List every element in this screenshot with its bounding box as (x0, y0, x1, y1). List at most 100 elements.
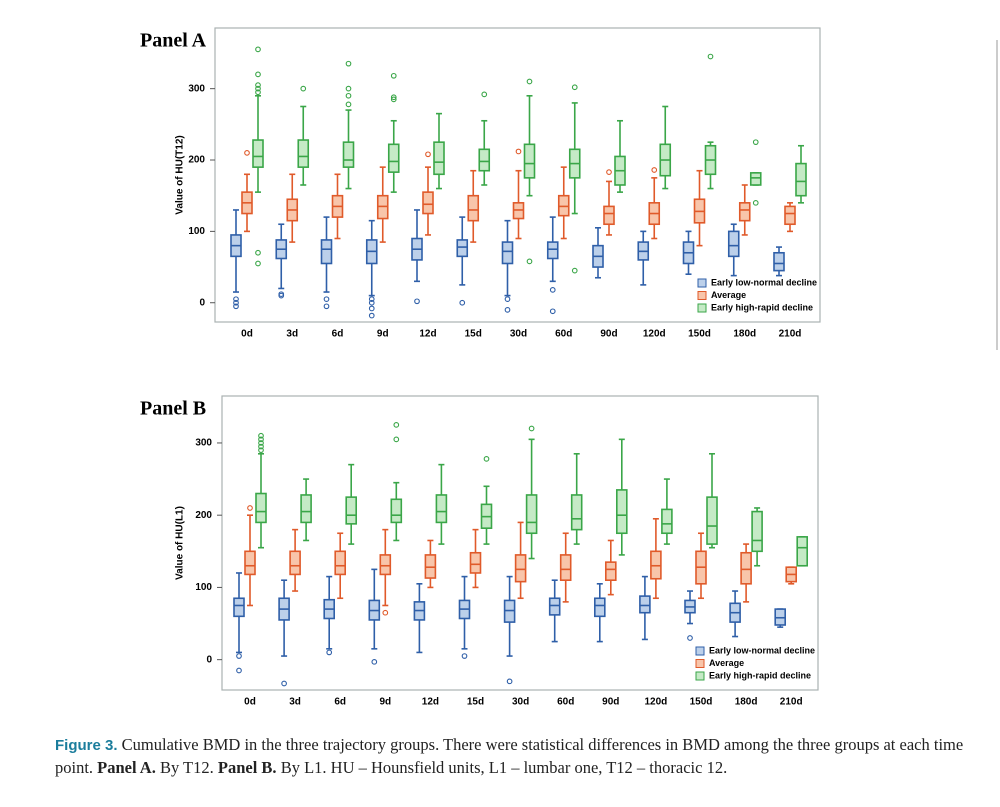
box-group (661, 478, 673, 545)
box-group (650, 518, 662, 600)
box-group (334, 532, 347, 600)
x-tick-label: 6d (334, 697, 346, 708)
outlier (687, 635, 693, 641)
box (456, 239, 469, 258)
box-group (784, 202, 796, 233)
outlier (247, 505, 253, 511)
box-group (331, 173, 344, 240)
box-group (548, 579, 561, 643)
x-tick-label: 90d (600, 329, 617, 340)
box-group (233, 572, 245, 674)
x-tick-label: 30d (510, 329, 527, 340)
box-group (297, 85, 310, 186)
box-group (785, 566, 798, 585)
box-group (648, 167, 661, 240)
box-group (422, 151, 434, 236)
outlier (255, 249, 261, 256)
box-group (368, 568, 381, 665)
outlier (258, 432, 264, 439)
box (751, 510, 763, 553)
outlier (258, 436, 264, 443)
box-group (659, 105, 672, 190)
box-group (411, 209, 423, 305)
box-group (740, 543, 752, 603)
x-tick-label: 120d (645, 697, 668, 708)
outlier (258, 440, 264, 446)
outlier (345, 92, 352, 99)
y-axis-label: Value of HU(T12) (175, 135, 186, 214)
box (478, 148, 491, 172)
box-group (252, 46, 264, 267)
outlier (483, 455, 490, 462)
box (300, 494, 312, 524)
box-group (241, 150, 253, 233)
outlier (382, 609, 389, 616)
box (252, 139, 264, 168)
outlier (281, 680, 287, 687)
outlier (461, 653, 468, 659)
x-tick-label: 3d (289, 697, 301, 708)
box (379, 554, 392, 576)
outlier (752, 199, 759, 206)
outlier (258, 443, 264, 450)
box-group (684, 590, 696, 641)
box-group (525, 425, 538, 560)
box-group (523, 78, 536, 265)
outlier (368, 305, 375, 312)
outlier (368, 299, 375, 306)
outlier (506, 678, 513, 685)
outlier (258, 447, 264, 454)
outlier (390, 72, 397, 79)
box-group (278, 579, 290, 687)
box-group (512, 148, 525, 240)
box (334, 550, 347, 576)
box (297, 139, 310, 168)
box (559, 554, 572, 582)
box (387, 143, 400, 173)
outlier (504, 296, 511, 303)
box (784, 205, 796, 226)
outlier (368, 312, 375, 319)
box-group (559, 532, 572, 603)
outlier (368, 296, 375, 303)
box (523, 143, 536, 179)
box-group (379, 528, 392, 616)
box-group (469, 528, 482, 589)
box (233, 597, 245, 618)
box (570, 494, 583, 531)
box (749, 172, 762, 186)
outlier (255, 71, 261, 78)
box (501, 241, 514, 265)
outlier (651, 167, 658, 173)
caption-normal: By T12. (155, 758, 218, 777)
legend-label: Average (709, 658, 744, 668)
box (289, 550, 301, 576)
figure: Panel A Value of HU(T12) 0 100 200 300 0d 3d 6d 9… (140, 27, 998, 708)
box (548, 597, 561, 616)
panel-title: Panel A (140, 30, 207, 52)
box (593, 597, 606, 618)
outlier (571, 267, 578, 274)
panel-title: Panel B (140, 398, 206, 420)
outlier (233, 299, 239, 306)
box (390, 498, 403, 524)
outlier (390, 96, 397, 103)
x-tick-label: 150d (690, 697, 713, 708)
box (255, 492, 267, 524)
outlier (278, 291, 285, 298)
box (706, 496, 718, 545)
box (546, 241, 559, 260)
outlier (549, 287, 556, 293)
outlier (393, 422, 400, 428)
caption: Figure 3. Cumulative BMD in the three tr… (55, 734, 980, 779)
box (433, 141, 445, 176)
box-group (796, 536, 809, 567)
outlier (504, 307, 511, 313)
x-tick-label: 150d (688, 329, 711, 340)
outlier (345, 85, 352, 92)
legend-label: Average (711, 290, 746, 300)
box (435, 494, 448, 524)
y-tick-label: 300 (188, 83, 205, 94)
legend-swatch (695, 659, 705, 668)
outlier (549, 308, 556, 315)
